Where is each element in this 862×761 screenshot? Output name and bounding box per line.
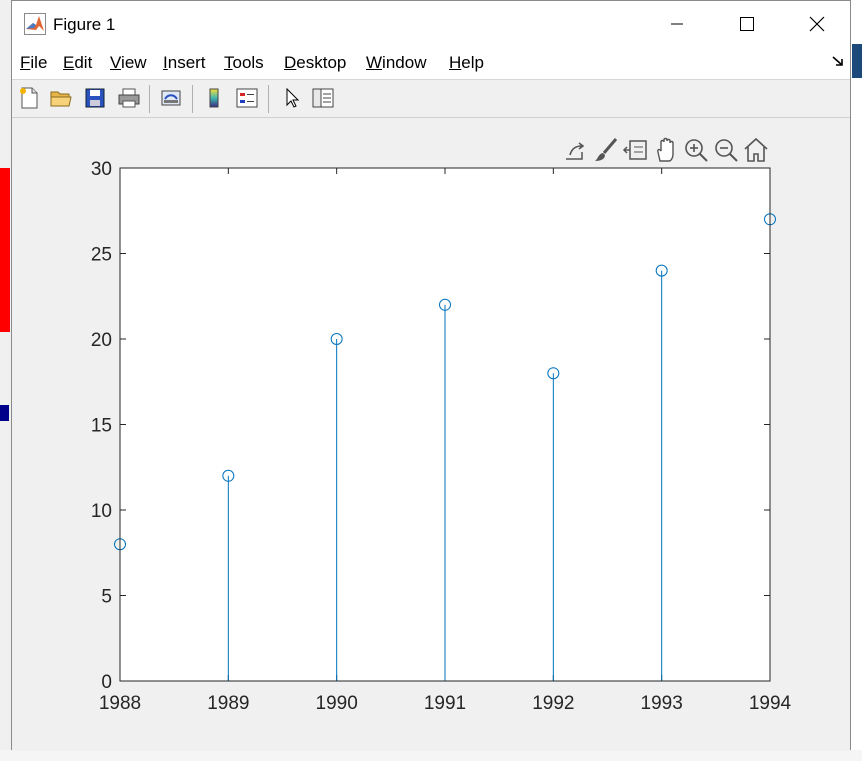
open-file-button[interactable]: [48, 85, 74, 111]
new-figure-button[interactable]: [16, 85, 42, 111]
brush-icon[interactable]: [592, 135, 620, 165]
stem-marker[interactable]: [439, 298, 451, 311]
zoom-out-icon[interactable]: [712, 135, 740, 165]
insert-colorbar-button[interactable]: [201, 85, 227, 111]
title-bar[interactable]: Figure 1: [12, 1, 850, 47]
stem-marker[interactable]: [547, 367, 560, 380]
toolbar-separator: [149, 85, 150, 113]
background-red-block: [0, 168, 10, 332]
background-blue-block: [0, 405, 9, 421]
background-bottom-strip: [0, 750, 862, 761]
print-figure-button[interactable]: [116, 85, 142, 111]
menu-insert[interactable]: Insert: [163, 53, 206, 72]
y-tick-label: 10: [91, 501, 112, 522]
printer-icon: [118, 88, 140, 108]
home-icon[interactable]: [742, 135, 770, 165]
y-tick-label: 5: [101, 587, 112, 608]
pan-hand-icon[interactable]: [652, 135, 680, 165]
maximize-button[interactable]: [712, 1, 782, 47]
y-tick-label: 0: [101, 672, 112, 693]
y-tick-label: 20: [91, 330, 112, 351]
stem-marker[interactable]: [330, 333, 343, 345]
plot-area[interactable]: 1988 1989 1990 1991 1992 1993 1994 0 5 10 15 20 25 30: [12, 119, 850, 751]
legend-icon: [236, 88, 258, 108]
menu-file[interactable]: File: [20, 53, 48, 72]
figure-window: Figure 1 File Edit View Insert Tools Des…: [11, 0, 851, 751]
x-tick-label: 1991: [424, 693, 466, 714]
menu-help[interactable]: Help: [449, 53, 484, 72]
menu-view[interactable]: View: [110, 53, 147, 72]
save-icon: [85, 88, 105, 108]
x-tick-label: 1990: [316, 693, 358, 714]
x-tick-label: 1994: [749, 693, 792, 714]
pointer-arrow-icon: [286, 87, 300, 108]
toolbar-separator: [192, 85, 193, 113]
x-tick-label: 1993: [641, 693, 683, 714]
matlab-logo-icon: [24, 13, 46, 35]
menu-window[interactable]: Window: [366, 53, 427, 72]
toolbar-separator: [268, 85, 269, 113]
y-tick-label: 25: [91, 245, 112, 266]
colorbar-icon: [209, 88, 219, 108]
axes-box: [119, 167, 771, 682]
maximize-icon: [740, 17, 754, 31]
stem-marker[interactable]: [222, 469, 235, 482]
x-tick-label: 1992: [532, 693, 574, 714]
x-tick-label: 1988: [99, 693, 141, 714]
minimize-button[interactable]: [642, 1, 712, 47]
menu-tools[interactable]: Tools: [224, 53, 264, 72]
x-tick-label: 1989: [207, 693, 249, 714]
folder-icon: [50, 91, 72, 107]
property-inspector-button[interactable]: [310, 85, 336, 111]
y-tick-label: 30: [91, 159, 112, 180]
undock-icon[interactable]: [832, 55, 844, 67]
close-icon: [809, 16, 825, 32]
tick-labels: 1988 1989 1990 1991 1992 1993 1994 0 5 10 15 20 25 30: [91, 159, 792, 714]
background-blue-strip: [852, 44, 862, 78]
new-document-icon: [20, 87, 38, 109]
link-plot-icon: [161, 90, 181, 106]
background-window-right: [850, 0, 862, 761]
export-icon[interactable]: [562, 135, 590, 165]
data-tips-icon[interactable]: [622, 135, 650, 165]
y-tick-label: 15: [91, 416, 112, 437]
menu-desktop[interactable]: Desktop: [284, 53, 347, 72]
save-figure-button[interactable]: [82, 85, 108, 111]
menu-edit[interactable]: Edit: [63, 53, 93, 72]
property-inspector-icon: [312, 88, 334, 108]
menu-bar: File Edit View Insert Tools Desktop Wind…: [12, 47, 850, 80]
minimize-icon: [671, 23, 683, 25]
link-plot-button[interactable]: [158, 85, 184, 111]
close-button[interactable]: [782, 1, 852, 47]
insert-legend-button[interactable]: [234, 85, 260, 111]
edit-plot-button[interactable]: [279, 85, 305, 111]
window-title: Figure 1: [53, 15, 116, 34]
stem-marker[interactable]: [655, 264, 668, 277]
figure-toolbar: [12, 80, 850, 118]
figure-canvas: 1988 1989 1990 1991 1992 1993 1994 0 5 10 15 20 25 30: [12, 119, 850, 751]
zoom-in-icon[interactable]: [682, 135, 710, 165]
